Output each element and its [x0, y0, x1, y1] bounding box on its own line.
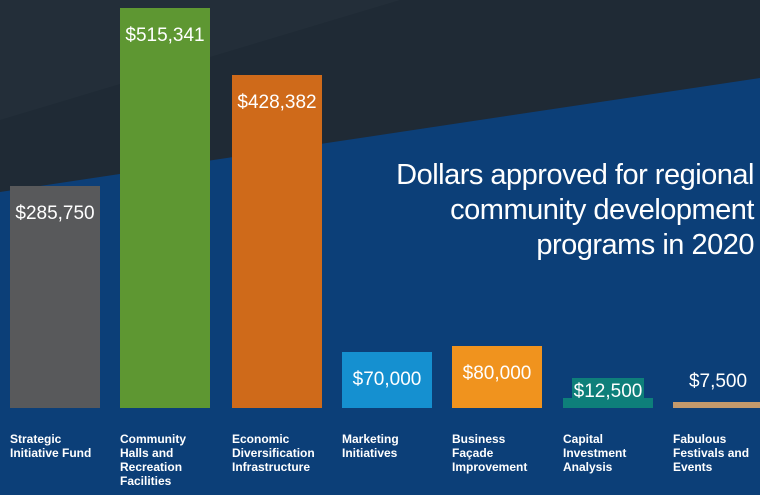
value-label: $12,500 — [572, 378, 644, 406]
category-label: Capital Investment Analysis — [563, 432, 655, 474]
value-label: $70,000 — [342, 352, 432, 408]
value-label: $515,341 — [120, 22, 210, 50]
category-label: Economic Diversification Infrastructure — [232, 432, 324, 474]
category-label: Business Façade Improvement — [452, 432, 544, 474]
value-label: $428,382 — [232, 89, 322, 117]
bar — [120, 8, 210, 408]
category-label: Strategic Initiative Fund — [10, 432, 102, 460]
bar — [673, 402, 760, 408]
category-label: Fabulous Festivals and Events — [673, 432, 760, 474]
value-label: $285,750 — [10, 200, 100, 228]
category-label: Marketing Initiatives — [342, 432, 434, 460]
value-label: $80,000 — [452, 360, 542, 388]
bar — [232, 75, 322, 408]
category-label: Community Halls and Recreation Facilitie… — [120, 432, 212, 488]
chart-title: Dollars approved for regional community … — [354, 158, 754, 263]
infographic: Dollars approved for regional community … — [0, 0, 760, 495]
value-label: $7,500 — [682, 368, 754, 396]
